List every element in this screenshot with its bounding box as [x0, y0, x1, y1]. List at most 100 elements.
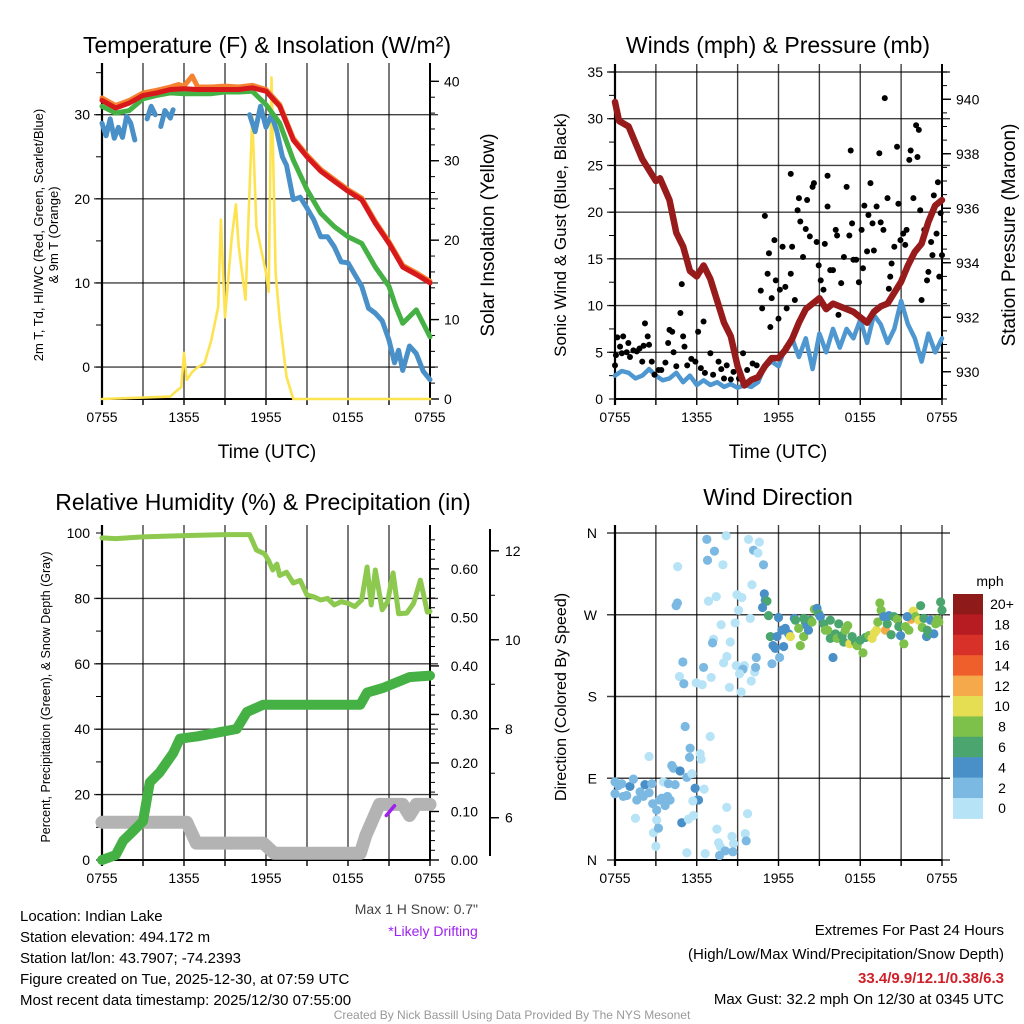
- temperature-xtick-label: 0155: [332, 409, 363, 425]
- gust-point: [641, 320, 648, 327]
- gust-point: [787, 270, 794, 277]
- gust-point: [767, 324, 774, 331]
- gust-point: [761, 212, 768, 219]
- pressure-line: [611, 98, 946, 389]
- direction-point: [690, 783, 700, 793]
- direction-point: [770, 643, 780, 653]
- direction-point: [725, 637, 735, 647]
- gust-point: [614, 334, 621, 341]
- direction-point: [803, 625, 814, 635]
- direction-point: [737, 592, 747, 603]
- direction-point: [899, 639, 909, 649]
- direction-point: [718, 658, 729, 668]
- gust-point: [914, 154, 921, 161]
- direction-point: [742, 809, 753, 819]
- direction-point: [873, 617, 883, 627]
- direction-point: [828, 652, 838, 663]
- wind-ytick-label: 25: [587, 157, 603, 173]
- direction-point: [895, 631, 906, 641]
- direction-point: [685, 743, 695, 753]
- gust-point: [701, 369, 708, 376]
- direction-point: [745, 613, 755, 623]
- direction-point: [774, 652, 785, 663]
- colorbar-label: 10: [994, 698, 1010, 714]
- direction-point: [728, 847, 738, 857]
- gust-point: [768, 295, 775, 302]
- direction-point: [799, 613, 809, 623]
- gust-point: [910, 195, 917, 202]
- direction-point: [718, 560, 728, 570]
- gust-point: [646, 341, 653, 348]
- gust-point: [897, 237, 904, 244]
- gust-point: [870, 247, 877, 254]
- direction-point: [711, 591, 721, 602]
- gust-point: [669, 328, 676, 335]
- gust-point: [795, 195, 802, 202]
- direction-point: [647, 779, 657, 789]
- direction-point: [679, 679, 689, 689]
- direction-point: [894, 621, 904, 632]
- gust-point: [913, 122, 920, 129]
- gust-point: [888, 260, 895, 267]
- insolation-tick-label: 10: [444, 312, 460, 328]
- gust-point: [817, 277, 824, 284]
- direction-point: [790, 615, 800, 625]
- gust-point: [794, 207, 801, 214]
- humidity-xtick-label: 0755: [86, 870, 117, 886]
- direction-point: [630, 813, 641, 823]
- gust-point: [925, 268, 932, 275]
- colorbar-swatch: [953, 736, 983, 758]
- gust-point: [658, 367, 665, 374]
- gust-point: [847, 147, 854, 154]
- colorbar-label: 2: [998, 780, 1006, 796]
- station-location: Location: Indian Lake: [20, 908, 163, 925]
- max-gust: Max Gust: 32.2 mph On 12/30 at 0345 UTC: [714, 991, 1004, 1008]
- gust-point: [846, 232, 853, 239]
- colorbar-label: 8: [998, 719, 1006, 735]
- colorbar-label: 18: [994, 617, 1010, 633]
- insolation-tick-label: 40: [444, 73, 460, 89]
- direction-point: [834, 619, 844, 629]
- station-latlon: Station lat/lon: 43.7907; -74.2393: [20, 950, 241, 967]
- gust-point: [813, 239, 820, 246]
- direction-point: [779, 641, 789, 652]
- gust-point: [775, 315, 782, 322]
- gust-point: [820, 286, 827, 293]
- gust-point: [929, 252, 936, 259]
- precip-tick-label: 0.50: [451, 609, 478, 625]
- gust-point: [740, 350, 747, 357]
- direction-point: [886, 630, 896, 640]
- colorbar-label: 16: [994, 637, 1010, 653]
- snow-depth-tick-label: 12: [505, 543, 521, 559]
- gust-point: [858, 226, 865, 233]
- humidity-xtick-label: 0755: [414, 870, 445, 886]
- gust-point: [692, 358, 699, 365]
- gust-point: [618, 350, 625, 357]
- direction-point: [724, 682, 735, 693]
- snow-depth-line: [95, 797, 437, 860]
- direction-point: [734, 669, 745, 679]
- windchill-line: [247, 103, 433, 383]
- direction-point: [687, 769, 697, 779]
- gust-point: [651, 371, 658, 378]
- temperature-ylabel-1: 2m T, Td, HI/WC (Red, Green, Scarlet/Blu…: [31, 109, 46, 361]
- direction-point: [652, 815, 662, 825]
- winds-xtick-label: 0755: [599, 409, 630, 425]
- humidity-xtick-label: 1955: [250, 870, 281, 886]
- direction-point: [670, 780, 680, 790]
- humidity-ytick-label: 60: [74, 656, 90, 672]
- temperature-xtick-label: 1355: [168, 409, 199, 425]
- direction-point: [678, 657, 688, 667]
- station-elevation: Station elevation: 494.172 m: [20, 929, 210, 946]
- gust-point: [934, 179, 941, 186]
- direction-point: [684, 752, 695, 762]
- gust-point: [802, 225, 809, 232]
- colorbar-swatch: [953, 594, 983, 615]
- gust-point: [678, 281, 685, 288]
- direction-point: [628, 774, 638, 784]
- wind-ytick-label: 0: [595, 391, 603, 407]
- winds-xtick-label: 0755: [926, 409, 957, 425]
- winds-xtick-label: 1355: [681, 409, 712, 425]
- direction-point: [875, 598, 885, 608]
- direction-point: [747, 580, 757, 590]
